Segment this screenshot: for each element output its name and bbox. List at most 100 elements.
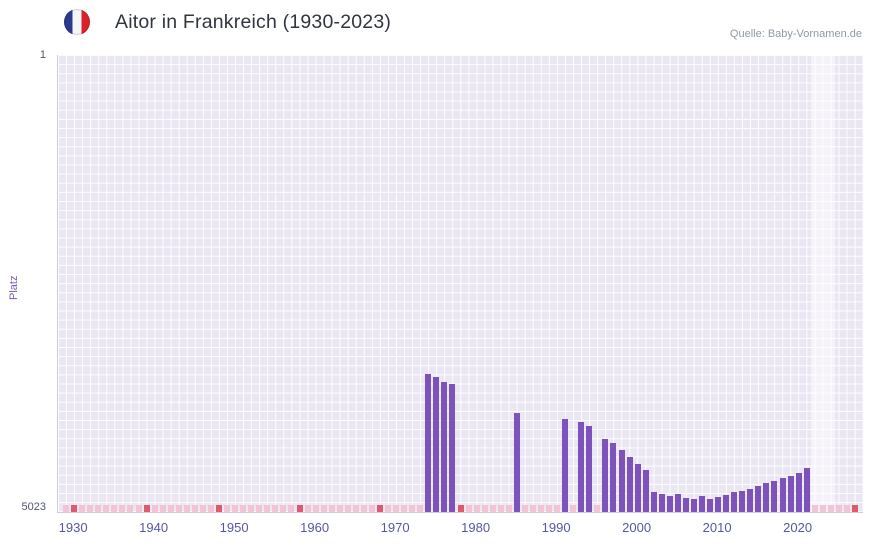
year-mark-pink [835, 505, 842, 512]
rank-bar[interactable] [658, 493, 665, 512]
year-mark-pink [167, 505, 174, 512]
year-mark-pink [175, 505, 182, 512]
rank-bar[interactable] [433, 376, 440, 512]
year-mark-pink [368, 505, 375, 512]
year-mark-pink [529, 505, 536, 512]
year-mark-pink [554, 505, 561, 512]
year-mark-pink [521, 505, 528, 512]
rank-bar[interactable] [674, 493, 681, 512]
year-mark-pink [87, 505, 94, 512]
rank-bar[interactable] [707, 499, 714, 512]
rank-bar[interactable] [441, 381, 448, 512]
rank-bar[interactable] [690, 499, 697, 512]
year-mark-pink [827, 505, 834, 512]
rank-bar[interactable] [586, 425, 593, 512]
year-mark-pink [546, 505, 553, 512]
year-mark-pink [111, 505, 118, 512]
year-mark-pink [417, 505, 424, 512]
year-mark-pink [811, 505, 818, 512]
year-mark-pink [232, 505, 239, 512]
year-mark-pink [465, 505, 472, 512]
year-mark-pink [280, 505, 287, 512]
rank-bar[interactable] [731, 492, 738, 512]
rank-bar[interactable] [513, 413, 520, 512]
year-mark-pink [248, 505, 255, 512]
rank-bar[interactable] [602, 438, 609, 512]
year-mark-pink [352, 505, 359, 512]
year-mark-pink [385, 505, 392, 512]
rank-bar[interactable] [779, 477, 786, 512]
rank-bar[interactable] [787, 475, 794, 512]
year-mark-pink [497, 505, 504, 512]
year-mark-red [71, 505, 78, 512]
year-mark-pink [473, 505, 480, 512]
x-tick-label: 1940 [139, 520, 169, 535]
rank-bar[interactable] [425, 374, 432, 512]
year-mark-red [377, 505, 383, 512]
year-mark-pink [320, 505, 327, 512]
year-mark-pink [409, 505, 416, 512]
rank-bar[interactable] [650, 491, 657, 512]
x-tick-label: 1990 [541, 520, 571, 535]
y-axis-label: Platz [8, 275, 20, 300]
rank-bar[interactable] [771, 480, 778, 512]
year-mark-pink [401, 505, 408, 512]
rank-bar[interactable] [755, 485, 762, 512]
rank-bar[interactable] [682, 497, 689, 512]
rank-bar[interactable] [666, 495, 673, 512]
year-mark-pink [360, 505, 367, 512]
rank-bar[interactable] [449, 384, 456, 512]
recent-years-highlight-band [810, 55, 835, 512]
year-mark-pink [570, 505, 577, 512]
rank-bar[interactable] [642, 469, 649, 512]
year-mark-pink [312, 505, 319, 512]
rank-bar[interactable] [626, 457, 633, 512]
year-mark-pink [304, 505, 311, 512]
year-mark-red [296, 505, 303, 512]
rank-bar[interactable] [739, 490, 746, 512]
rank-bar[interactable] [747, 488, 754, 512]
year-mark-pink [207, 505, 214, 512]
rank-bar[interactable] [610, 443, 617, 512]
rank-bar[interactable] [795, 472, 802, 512]
rank-bar[interactable] [699, 495, 705, 512]
year-mark-pink [328, 505, 335, 512]
year-mark-pink [63, 505, 70, 512]
rank-bar[interactable] [763, 482, 770, 512]
year-mark-pink [489, 505, 496, 512]
year-mark-pink [240, 505, 247, 512]
year-mark-red [143, 505, 150, 512]
year-mark-pink [199, 505, 206, 512]
year-mark-pink [538, 505, 544, 512]
year-mark-pink [481, 505, 488, 512]
year-mark-pink [288, 505, 295, 512]
year-mark-pink [79, 505, 86, 512]
year-mark-red [851, 505, 858, 512]
year-mark-pink [103, 505, 110, 512]
x-tick-label: 1960 [300, 520, 330, 535]
year-mark-pink [135, 505, 142, 512]
year-mark-pink [127, 505, 134, 512]
y-tick-max: 1 [39, 49, 46, 61]
year-mark-pink [505, 505, 512, 512]
year-mark-pink [159, 505, 166, 512]
rank-bar[interactable] [715, 496, 722, 512]
rank-bar[interactable] [803, 467, 810, 512]
x-tick-label: 1950 [219, 520, 249, 535]
source-link[interactable]: Quelle: Baby-Vornamen.de [729, 28, 862, 40]
rank-bar[interactable] [562, 418, 569, 512]
year-mark-pink [594, 505, 601, 512]
y-tick-min: 5023 [21, 501, 46, 513]
year-mark-pink [183, 505, 190, 512]
year-mark-pink [393, 505, 400, 512]
rank-bar[interactable] [618, 449, 625, 512]
rank-bar[interactable] [578, 421, 585, 512]
x-tick-label: 1970 [380, 520, 410, 535]
page-title: Aitor in Frankreich (1930-2023) [115, 11, 392, 33]
rank-bar[interactable] [723, 494, 730, 512]
year-mark-pink [264, 505, 271, 512]
rank-bar[interactable] [634, 463, 641, 512]
year-mark-pink [272, 505, 279, 512]
year-mark-pink [151, 505, 158, 512]
